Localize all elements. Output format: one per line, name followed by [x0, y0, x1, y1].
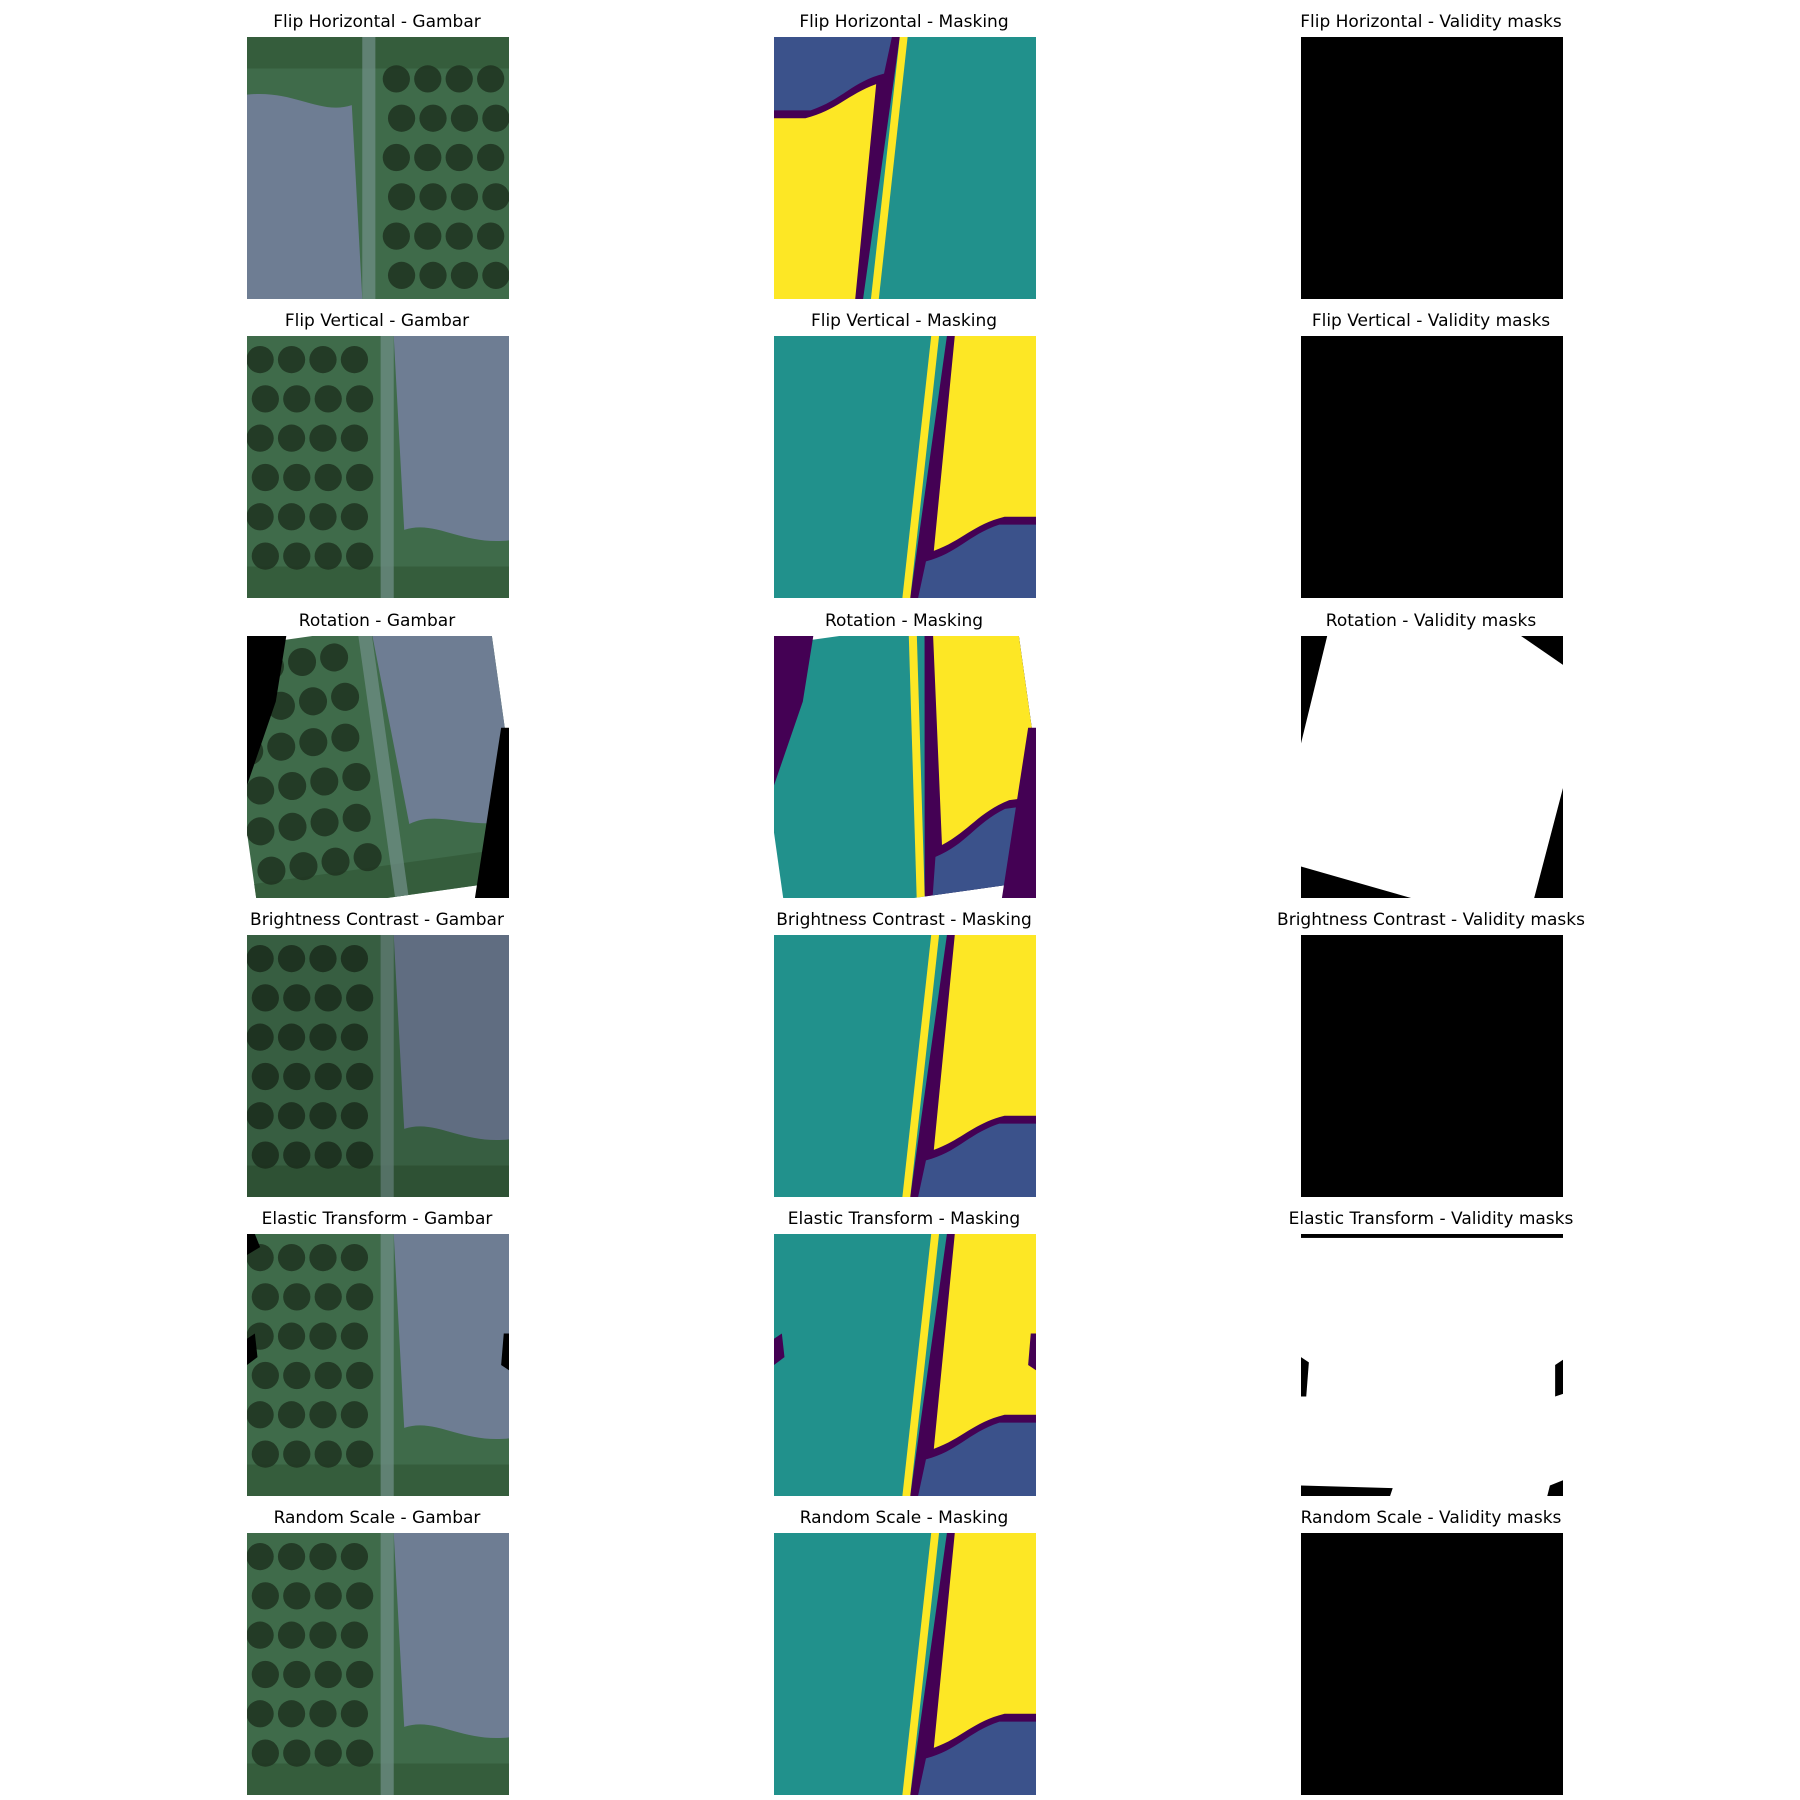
validity-mask — [1301, 935, 1563, 1197]
panel-title: Flip Horizontal - Validity masks — [1300, 12, 1562, 32]
panel-title: Brightness Contrast - Masking — [776, 910, 1032, 930]
panel-title: Flip Horizontal - Gambar — [273, 12, 481, 32]
satellite-image — [247, 935, 509, 1197]
segmentation-mask — [774, 636, 1036, 898]
validity-mask — [1301, 1234, 1563, 1496]
segmentation-mask — [774, 336, 1036, 598]
satellite-image-graphic — [247, 336, 509, 598]
panel-title: Elastic Transform - Gambar — [261, 1209, 493, 1229]
segmentation-mask — [774, 37, 1036, 299]
validity-mask-graphic — [1301, 1533, 1563, 1795]
panel-title: Flip Vertical - Masking — [810, 311, 998, 331]
segmentation-mask-graphic — [774, 1533, 1036, 1795]
satellite-image — [247, 336, 509, 598]
segmentation-mask-graphic — [774, 1234, 1036, 1496]
satellite-image — [247, 636, 509, 898]
segmentation-mask — [774, 935, 1036, 1197]
segmentation-mask-graphic — [774, 336, 1036, 598]
validity-mask-graphic — [1301, 636, 1563, 898]
segmentation-mask-graphic — [774, 37, 1036, 299]
panel-title: Elastic Transform - Validity masks — [1288, 1209, 1574, 1229]
panel-title: Brightness Contrast - Gambar — [250, 910, 504, 930]
panel-title: Random Scale - Gambar — [273, 1508, 481, 1528]
segmentation-mask-graphic — [774, 636, 1036, 898]
panel-title: Flip Vertical - Validity masks — [1311, 311, 1551, 331]
validity-mask — [1301, 37, 1563, 299]
satellite-image-graphic — [247, 1533, 509, 1795]
panel-title: Rotation - Gambar — [298, 611, 456, 631]
satellite-image — [247, 1533, 509, 1795]
validity-mask-graphic — [1301, 1234, 1563, 1496]
satellite-image-graphic — [247, 935, 509, 1197]
satellite-image-graphic — [247, 37, 509, 299]
segmentation-mask — [774, 1234, 1036, 1496]
validity-mask — [1301, 1533, 1563, 1795]
segmentation-mask-graphic — [774, 935, 1036, 1197]
satellite-image — [247, 1234, 509, 1496]
validity-mask — [1301, 636, 1563, 898]
satellite-image — [247, 37, 509, 299]
segmentation-mask — [774, 1533, 1036, 1795]
panel-title: Random Scale - Masking — [799, 1508, 1009, 1528]
panel-title: Random Scale - Validity masks — [1300, 1508, 1562, 1528]
validity-mask-graphic — [1301, 336, 1563, 598]
panel-title: Brightness Contrast - Validity masks — [1277, 910, 1585, 930]
validity-mask — [1301, 336, 1563, 598]
panel-title: Elastic Transform - Masking — [787, 1209, 1021, 1229]
satellite-image-graphic — [247, 1234, 509, 1496]
panel-title: Flip Vertical - Gambar — [284, 311, 470, 331]
panel-title: Flip Horizontal - Masking — [799, 12, 1009, 32]
validity-mask-graphic — [1301, 935, 1563, 1197]
panel-title: Rotation - Validity masks — [1325, 611, 1537, 631]
panel-title: Rotation - Masking — [824, 611, 984, 631]
validity-mask-graphic — [1301, 37, 1563, 299]
satellite-image-graphic — [247, 636, 509, 898]
